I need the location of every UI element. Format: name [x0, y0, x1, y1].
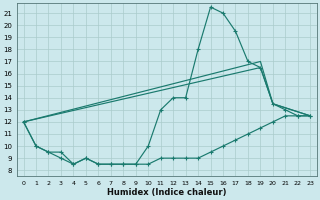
X-axis label: Humidex (Indice chaleur): Humidex (Indice chaleur) [107, 188, 227, 197]
